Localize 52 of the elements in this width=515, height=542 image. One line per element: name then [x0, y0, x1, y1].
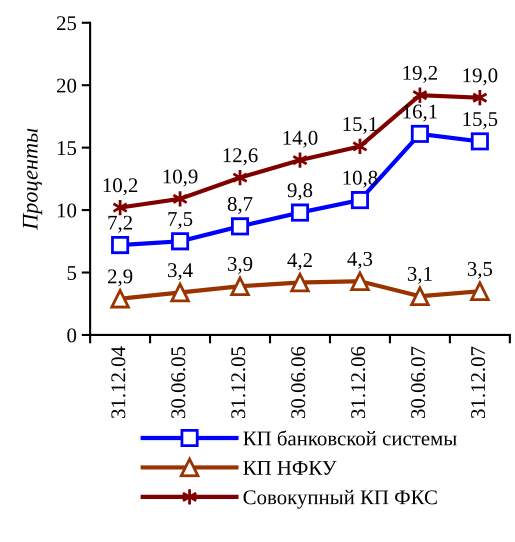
point [231, 217, 250, 236]
point [230, 276, 250, 296]
y-tick-label: 10 [58, 203, 76, 218]
y-tick-label: 0 [67, 328, 76, 342]
data-label: 16,1 [404, 104, 437, 122]
x-tick-label: 31.12.07 [471, 346, 486, 418]
data-label: 3,5 [468, 262, 492, 279]
point [111, 236, 130, 254]
legend-label: КП НФКУ [243, 461, 337, 475]
data-label: 3,4 [168, 263, 193, 280]
data-label: 10,9 [164, 169, 198, 186]
x-tick-label: 30.06.05 [171, 346, 186, 418]
y-tick-label: 25 [57, 16, 76, 30]
legend-label: КП банковской системы [243, 430, 457, 446]
point [290, 272, 310, 292]
data-label: 2,9 [108, 269, 132, 286]
point [350, 272, 370, 291]
point [350, 191, 369, 210]
x-tick-label: 30.06.07 [411, 346, 426, 418]
data-label: 19,0 [463, 68, 498, 86]
data-label: 4,3 [347, 252, 372, 269]
data-label: 15,5 [463, 112, 498, 130]
data-label: 15,1 [344, 117, 377, 134]
data-label: 3,9 [228, 256, 252, 274]
x-tick-label: 31.12.06 [351, 346, 366, 418]
data-label: 14,0 [284, 130, 318, 148]
x-tick-label: 31.12.05 [231, 346, 246, 418]
point [410, 286, 430, 306]
y-tick-label: 20 [57, 78, 76, 93]
y-tick-label: 15 [58, 141, 76, 156]
data-label: 4,2 [287, 253, 312, 270]
legend-label: Совокупный КП ФКС [244, 490, 437, 509]
data-label: 7,2 [108, 216, 132, 233]
data-label: 3,1 [408, 266, 432, 284]
y-axis-title: Проценты [22, 128, 42, 230]
data-label: 10,2 [104, 178, 138, 196]
data-label: 12,6 [224, 148, 258, 166]
point [410, 124, 429, 143]
point [171, 232, 190, 250]
y-tick-label: 5 [68, 266, 76, 280]
point [470, 132, 489, 150]
point [470, 282, 490, 301]
point [290, 204, 310, 222]
data-label: 8,7 [228, 196, 252, 214]
point [110, 289, 130, 308]
data-label: 10,8 [344, 170, 378, 188]
data-label: 19,2 [404, 66, 437, 83]
x-tick-label: 30.06.06 [291, 346, 306, 418]
point [170, 282, 190, 302]
x-tick-label: 31.12.04 [111, 346, 126, 418]
data-label: 7,5 [168, 212, 192, 229]
data-label: 9,8 [288, 183, 312, 200]
